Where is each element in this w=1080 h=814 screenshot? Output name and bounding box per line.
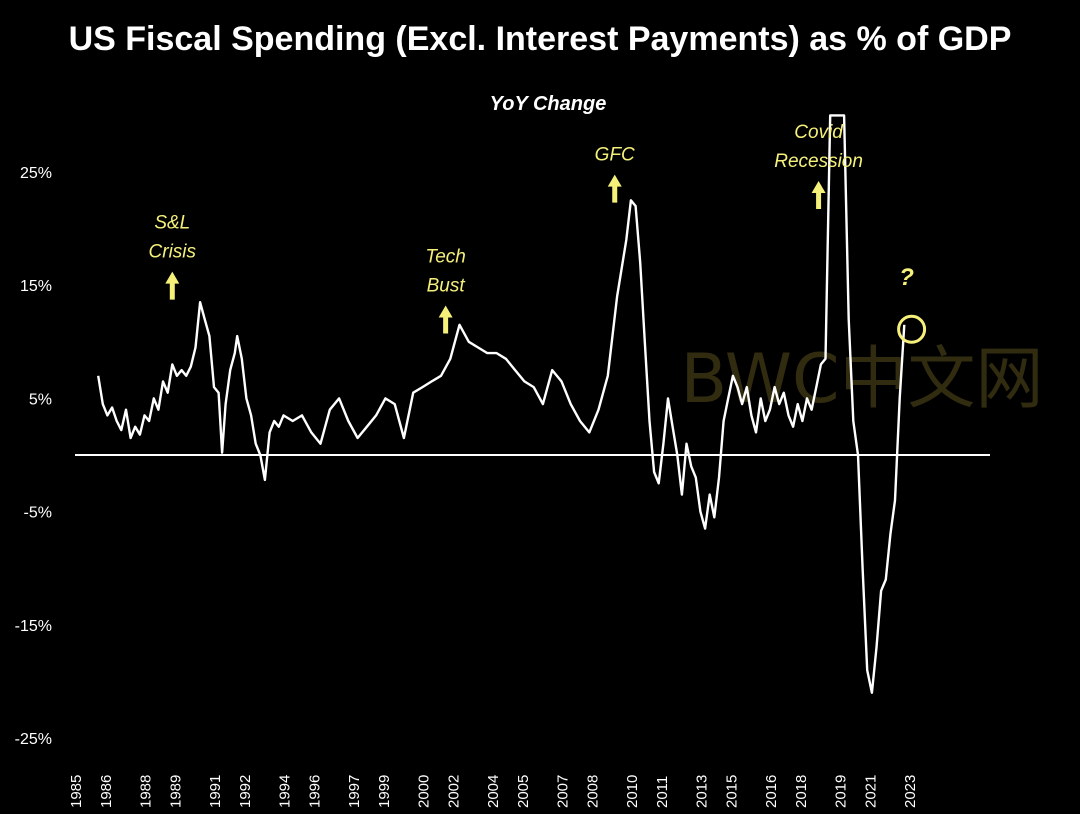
x-tick-label: 2015 (724, 775, 741, 808)
annotation-arrow-icon (811, 181, 826, 210)
annotation-label: Crisis (149, 242, 197, 263)
y-tick-label: 15% (20, 278, 52, 295)
x-tick-label: 2010 (624, 775, 641, 808)
annotation-arrow-icon (438, 305, 453, 334)
x-tick-label: 1994 (276, 775, 293, 808)
y-tick-label: 5% (29, 391, 52, 408)
annotation-label: GFC (595, 145, 635, 166)
annotation-label: Tech (425, 247, 466, 268)
y-tick-label: -5% (24, 505, 52, 522)
annotation-label: Recession (774, 151, 863, 172)
y-tick-label: -25% (15, 731, 52, 748)
x-tick-label: 2008 (585, 775, 602, 808)
chart-subtitle: YoY Change (490, 93, 607, 115)
x-tick-label: 2002 (446, 775, 463, 808)
x-tick-label: 1985 (68, 775, 85, 808)
x-axis: 1985 1986 1988 1989 1991 1992 1994 1996 1997 1999… (68, 454, 990, 808)
annotation-label: Covid (794, 122, 844, 143)
y-tick-label: 25% (20, 165, 52, 182)
x-tick-label: 2023 (902, 775, 919, 808)
annotation-label: Bust (427, 276, 466, 297)
x-tick-label: 2004 (485, 775, 502, 808)
annotation-arrow-icon (607, 174, 622, 203)
highlight-circle (897, 314, 927, 344)
x-tick-label: 1999 (376, 775, 393, 808)
x-tick-label: 2016 (763, 775, 780, 808)
x-tick-label: 2007 (554, 775, 571, 808)
x-tick-label: 2021 (863, 775, 880, 808)
x-tick-label: 2019 (832, 775, 849, 808)
x-tick-label: 2005 (515, 775, 532, 808)
x-tick-label: 2000 (415, 775, 432, 808)
y-axis: 25% 15% 5% -5% -15% -25% (15, 165, 52, 748)
x-tick-label: 1986 (98, 775, 115, 808)
x-tick-label: 1996 (307, 775, 324, 808)
x-tick-label: 1991 (207, 775, 224, 808)
y-tick-label: -15% (15, 618, 52, 635)
series-line (97, 114, 906, 694)
annotation-arrow-icon (165, 271, 180, 300)
x-tick-label: 1992 (237, 775, 254, 808)
x-tick-label: 2013 (693, 775, 710, 808)
x-tick-label: 1989 (168, 775, 185, 808)
series-layer (97, 114, 906, 694)
watermark: BWC中文网 (681, 340, 1044, 419)
annotations: S&L Crisis Tech Bust GFC Covid Recession? (149, 122, 927, 344)
chart-title: US Fiscal Spending (Excl. Interest Payme… (69, 20, 1012, 58)
x-tick-label: 1988 (137, 775, 154, 808)
x-tick-label: 2018 (793, 775, 810, 808)
annotation-label: ? (899, 264, 914, 291)
x-tick-label: 2011 (654, 776, 671, 808)
x-tick-label: 1997 (346, 775, 363, 808)
annotation-label: S&L (154, 213, 190, 234)
